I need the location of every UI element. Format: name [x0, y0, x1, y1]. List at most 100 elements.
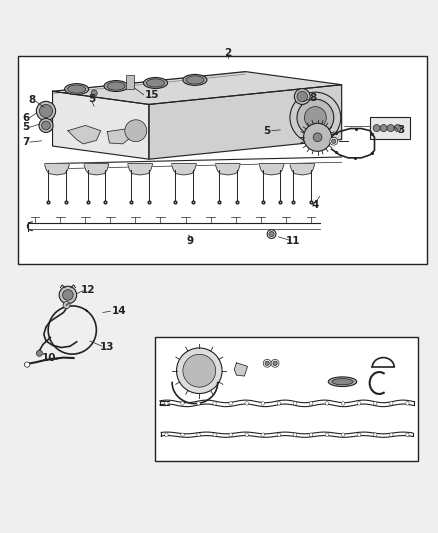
Circle shape	[325, 433, 329, 437]
Circle shape	[357, 402, 361, 405]
Circle shape	[269, 231, 274, 237]
Circle shape	[297, 91, 307, 102]
Circle shape	[91, 90, 97, 96]
Text: 14: 14	[112, 306, 126, 316]
Circle shape	[36, 101, 56, 120]
Text: 4: 4	[312, 200, 319, 210]
Text: 8: 8	[310, 93, 317, 103]
Text: 12: 12	[81, 285, 96, 295]
Circle shape	[177, 348, 222, 393]
Circle shape	[63, 290, 73, 300]
Text: 10: 10	[42, 353, 57, 364]
Ellipse shape	[332, 378, 353, 385]
Circle shape	[261, 402, 265, 405]
Text: 3: 3	[398, 125, 405, 135]
Ellipse shape	[107, 82, 125, 90]
Polygon shape	[107, 128, 134, 144]
Text: 5: 5	[23, 122, 30, 132]
Polygon shape	[128, 164, 152, 175]
Circle shape	[229, 433, 233, 437]
Text: 5: 5	[88, 94, 95, 104]
Circle shape	[267, 230, 276, 238]
Circle shape	[213, 433, 216, 437]
Polygon shape	[290, 164, 314, 175]
Text: 9: 9	[187, 236, 194, 246]
Bar	[155, 336, 418, 462]
Circle shape	[181, 433, 184, 437]
Polygon shape	[259, 164, 284, 175]
Circle shape	[309, 433, 313, 437]
Text: 11: 11	[285, 236, 300, 246]
Circle shape	[213, 402, 216, 405]
Circle shape	[406, 433, 409, 437]
Ellipse shape	[328, 377, 357, 386]
Circle shape	[394, 125, 401, 132]
Circle shape	[341, 433, 345, 437]
Polygon shape	[68, 125, 101, 144]
Circle shape	[330, 138, 338, 145]
Circle shape	[165, 402, 168, 405]
Circle shape	[277, 402, 281, 405]
Circle shape	[357, 433, 361, 437]
Circle shape	[380, 125, 387, 132]
Circle shape	[373, 125, 380, 132]
Circle shape	[229, 402, 233, 405]
Circle shape	[304, 123, 332, 151]
Circle shape	[325, 402, 329, 405]
Ellipse shape	[67, 85, 86, 93]
Circle shape	[406, 402, 409, 405]
Text: 5: 5	[264, 126, 271, 136]
Circle shape	[181, 402, 184, 405]
Circle shape	[39, 118, 53, 133]
Polygon shape	[53, 91, 149, 159]
Circle shape	[374, 402, 377, 405]
Circle shape	[165, 433, 168, 437]
Text: 6: 6	[23, 112, 30, 123]
Circle shape	[42, 121, 50, 130]
Circle shape	[341, 402, 345, 405]
Ellipse shape	[146, 79, 165, 87]
Text: 13: 13	[100, 342, 115, 352]
Circle shape	[63, 302, 70, 309]
Circle shape	[273, 361, 277, 366]
Ellipse shape	[143, 77, 167, 88]
Ellipse shape	[183, 75, 207, 85]
Circle shape	[304, 107, 326, 128]
Polygon shape	[149, 85, 342, 159]
Polygon shape	[45, 164, 69, 175]
Circle shape	[245, 433, 248, 437]
Text: 7: 7	[23, 137, 30, 147]
Circle shape	[332, 139, 336, 143]
Bar	[126, 75, 134, 89]
Circle shape	[294, 88, 310, 104]
Circle shape	[309, 402, 313, 405]
Circle shape	[197, 433, 200, 437]
Text: 2: 2	[224, 48, 231, 58]
Circle shape	[263, 359, 271, 367]
Circle shape	[389, 433, 393, 437]
Ellipse shape	[104, 80, 128, 92]
Circle shape	[183, 354, 215, 387]
Circle shape	[197, 402, 200, 405]
Text: 8: 8	[28, 95, 35, 105]
Circle shape	[277, 433, 281, 437]
Circle shape	[125, 120, 147, 142]
Polygon shape	[215, 164, 240, 175]
Circle shape	[59, 286, 77, 304]
Circle shape	[293, 402, 297, 405]
Circle shape	[297, 99, 334, 136]
Circle shape	[271, 359, 279, 367]
Circle shape	[293, 433, 297, 437]
Polygon shape	[84, 164, 109, 175]
Bar	[370, 117, 410, 140]
Circle shape	[36, 350, 42, 356]
Circle shape	[374, 433, 377, 437]
Text: 15: 15	[145, 90, 159, 100]
Circle shape	[25, 362, 30, 367]
Circle shape	[290, 92, 341, 143]
Polygon shape	[172, 164, 196, 175]
Circle shape	[389, 402, 393, 405]
Circle shape	[261, 433, 265, 437]
Ellipse shape	[64, 84, 88, 94]
Circle shape	[313, 133, 322, 142]
